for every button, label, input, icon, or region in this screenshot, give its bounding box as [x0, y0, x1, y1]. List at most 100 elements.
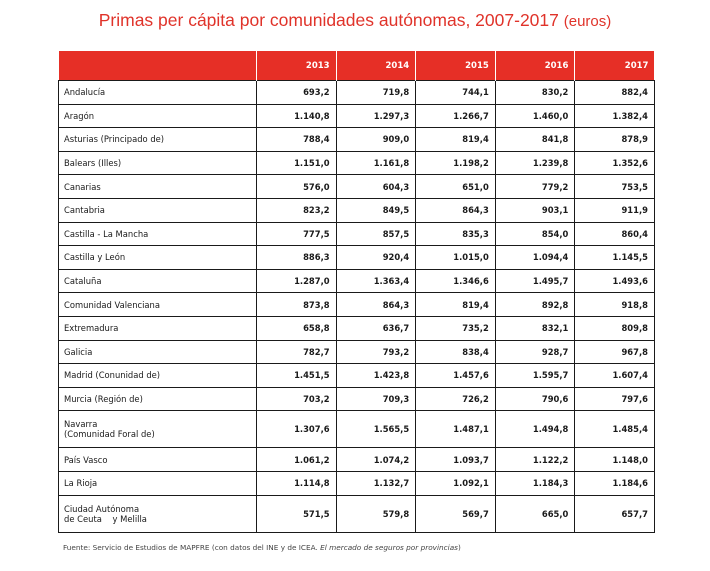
title-text: Primas per cápita por comunidades autóno… [98, 10, 559, 30]
region-name: Murcia (Región de) [64, 394, 143, 405]
value-cell: 1.140,8 [256, 104, 337, 129]
table-row: Balears (Illes) 1.151,0 1.161,8 1.198,2 1.23… [58, 151, 655, 176]
value-cell: 857,5 [335, 222, 416, 247]
value-cell: 830,2 [494, 80, 575, 105]
value-cell: 854,0 [494, 222, 575, 247]
value-cell: 1.015,0 [415, 245, 496, 270]
value-cell: 569,7 [415, 495, 496, 533]
region-name: Canarias [64, 181, 101, 192]
value-cell: 823,2 [256, 198, 337, 223]
table-row: Aragón 1.140,8 1.297,3 1.266,7 1.460,0 1.382,… [58, 104, 655, 129]
table-row: Cantabria 823,2 849,5 864,3 903,1 911,9 [58, 198, 655, 223]
value-cell: 1.494,8 [494, 410, 575, 449]
value-cell: 819,4 [415, 292, 496, 317]
value-cell: 788,4 [256, 127, 337, 152]
region-name-cell: Asturias (Principado de) [58, 127, 257, 152]
value-cell: 911,9 [574, 198, 655, 223]
table-body: Andalucía 693,2 719,8 744,1 830,2 882,4 Aragón… [58, 80, 655, 533]
value-cell: 1.451,5 [256, 363, 337, 388]
value-cell: 793,2 [335, 340, 416, 365]
value-cell: 832,1 [494, 316, 575, 341]
value-cell: 709,3 [335, 387, 416, 412]
value-cell: 1.495,7 [494, 269, 575, 294]
value-cell: 819,4 [415, 127, 496, 152]
column-header: 2013 [256, 51, 337, 81]
value-cell: 1.363,4 [335, 269, 416, 294]
value-cell: 1.487,1 [415, 410, 496, 449]
header-row: 2013 2014 2015 2016 2017 [58, 51, 655, 81]
region-name-line2: (Comunidad Foral de) [64, 429, 155, 440]
region-name-cell: Castilla - La Mancha [58, 222, 257, 247]
value-cell: 1.198,2 [415, 151, 496, 176]
value-cell: 892,8 [494, 292, 575, 317]
region-name-cell: Ciudad Autónoma de Ceuta y Melilla [58, 495, 257, 533]
table-row: Andalucía 693,2 719,8 744,1 830,2 882,4 [58, 80, 655, 105]
value-cell: 1.094,4 [494, 245, 575, 270]
region-name: Cataluña [64, 276, 102, 287]
value-cell: 1.595,7 [494, 363, 575, 388]
value-cell: 809,8 [574, 316, 655, 341]
value-cell: 1.307,6 [256, 410, 337, 449]
region-name: Extremadura [64, 323, 119, 334]
value-cell: 838,4 [415, 340, 496, 365]
value-cell: 1.074,2 [335, 447, 416, 472]
value-cell: 1.266,7 [415, 104, 496, 129]
value-cell: 651,0 [415, 174, 496, 199]
region-name: País Vasco [64, 454, 108, 465]
value-cell: 658,8 [256, 316, 337, 341]
value-cell: 882,4 [574, 80, 655, 105]
region-name-line2: de Ceuta y Melilla [64, 513, 147, 524]
region-name: Castilla - La Mancha [64, 228, 149, 239]
table-row: Madrid (Conunidad de) 1.451,5 1.423,8 1.457… [58, 363, 655, 388]
table-row: Cataluña 1.287,0 1.363,4 1.346,6 1.495,7 1.49… [58, 269, 655, 294]
region-name-cell: Comunidad Valenciana [58, 292, 257, 317]
region-name-cell: Madrid (Conunidad de) [58, 363, 257, 388]
value-cell: 1.239,8 [494, 151, 575, 176]
source-note: Fuente: Servicio de Estudios de MAPFRE (… [63, 543, 461, 552]
value-cell: 860,4 [574, 222, 655, 247]
region-name: Balears (Illes) [64, 158, 122, 169]
region-name-cell: La Rioja [58, 471, 257, 496]
value-cell: 753,5 [574, 174, 655, 199]
value-cell: 726,2 [415, 387, 496, 412]
value-cell: 735,2 [415, 316, 496, 341]
value-cell: 1.493,6 [574, 269, 655, 294]
value-cell: 918,8 [574, 292, 655, 317]
value-cell: 1.151,0 [256, 151, 337, 176]
value-cell: 903,1 [494, 198, 575, 223]
region-name: Castilla y León [64, 252, 126, 263]
region-name: Navarra [64, 419, 98, 430]
table-title: Primas per cápita por comunidades autóno… [0, 10, 710, 31]
region-name: Comunidad Valenciana [64, 299, 161, 310]
table-row: Galicia 782,7 793,2 838,4 928,7 967,8 [58, 340, 655, 365]
value-cell: 864,3 [415, 198, 496, 223]
value-cell: 1.423,8 [335, 363, 416, 388]
source-publication: El mercado de seguros por provincias [320, 543, 458, 552]
table-row: Ciudad Autónoma de Ceuta y Melilla 571,5 57… [58, 495, 655, 533]
region-name: Cantabria [64, 205, 105, 216]
value-cell: 1.184,6 [574, 471, 655, 496]
region-name-cell: Aragón [58, 104, 257, 129]
table-row: Murcia (Región de) 703,2 709,3 726,2 790,6 79… [58, 387, 655, 412]
value-cell: 744,1 [415, 80, 496, 105]
region-name-cell: Extremadura [58, 316, 257, 341]
region-name-cell: Cataluña [58, 269, 257, 294]
value-cell: 719,8 [335, 80, 416, 105]
table-row: Asturias (Principado de) 788,4 909,0 819,4 8… [58, 127, 655, 152]
value-cell: 779,2 [494, 174, 575, 199]
column-header: 2017 [574, 51, 655, 81]
value-cell: 1.297,3 [335, 104, 416, 129]
value-cell: 703,2 [256, 387, 337, 412]
value-cell: 777,5 [256, 222, 337, 247]
value-cell: 1.460,0 [494, 104, 575, 129]
value-cell: 1.092,1 [415, 471, 496, 496]
value-cell: 1.145,5 [574, 245, 655, 270]
table-row: Comunidad Valenciana 873,8 864,3 819,4 892,8… [58, 292, 655, 317]
value-cell: 693,2 [256, 80, 337, 105]
region-name: Andalucía [64, 87, 106, 98]
value-cell: 1.122,2 [494, 447, 575, 472]
region-name-cell: Murcia (Región de) [58, 387, 257, 412]
table-row: Castilla - La Mancha 777,5 857,5 835,3 854,0… [58, 222, 655, 247]
value-cell: 1.382,4 [574, 104, 655, 129]
value-cell: 571,5 [256, 495, 337, 533]
